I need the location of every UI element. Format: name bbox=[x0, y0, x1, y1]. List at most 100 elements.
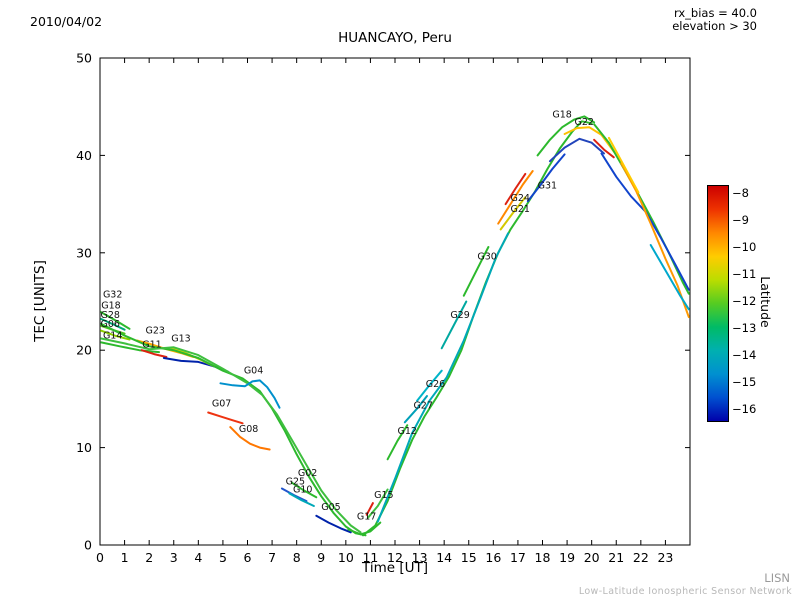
colorbar-tick-label: −11 bbox=[732, 267, 757, 282]
satellite-label: G12 bbox=[397, 426, 416, 437]
satellite-track-G12 bbox=[386, 424, 409, 461]
satellite-track-G15 bbox=[367, 488, 389, 519]
x-tick-label: 19 bbox=[559, 550, 575, 565]
x-tick-label: 6 bbox=[244, 550, 252, 565]
satellite-label: G05 bbox=[321, 502, 340, 513]
satellite-track-late-orange bbox=[620, 162, 690, 319]
y-tick-label: 50 bbox=[76, 51, 92, 66]
x-tick-label: 14 bbox=[436, 550, 452, 565]
satellite-track-G27 bbox=[403, 395, 428, 424]
satellite-track-late-red bbox=[593, 138, 615, 159]
satellite-track-G15-red bbox=[365, 502, 374, 516]
colorbar-tick-label: −8 bbox=[732, 186, 749, 201]
colorbar-axis-label: Latitude bbox=[758, 276, 773, 328]
x-tick-label: 3 bbox=[170, 550, 178, 565]
x-tick-label: 0 bbox=[96, 550, 104, 565]
satellite-track-G30 bbox=[462, 246, 490, 297]
x-axis-label: Time [UT] bbox=[362, 560, 428, 576]
y-axis-label: TEC [UNITS] bbox=[32, 260, 48, 342]
satellite-label: G21 bbox=[511, 204, 530, 215]
satellite-track-G26 bbox=[416, 369, 443, 402]
satellite-track-G14 bbox=[100, 341, 160, 354]
x-tick-label: 2 bbox=[145, 550, 153, 565]
receiver-info: rx_bias = 40.0 elevation > 30 bbox=[672, 7, 757, 33]
satellite-track-peak-blue bbox=[548, 137, 605, 163]
colorbar-tick-label: −14 bbox=[732, 348, 757, 363]
satellite-label: G14 bbox=[103, 331, 122, 342]
x-tick-label: 4 bbox=[194, 550, 202, 565]
satellite-label: G02 bbox=[298, 468, 317, 479]
satellite-label: G08 bbox=[239, 424, 258, 435]
network-name-text: Low-Latitude Ionospheric Sensor Network bbox=[578, 586, 792, 597]
colorbar-tick-label: −9 bbox=[732, 213, 749, 228]
x-tick-label: 13 bbox=[412, 550, 428, 565]
satellite-track-G07 bbox=[207, 411, 244, 425]
x-tick-label: 8 bbox=[293, 550, 301, 565]
satellite-label: G29 bbox=[450, 310, 469, 321]
satellite-track-G08 bbox=[229, 426, 271, 451]
satellite-label: G30 bbox=[477, 252, 496, 263]
satellite-track-G22 bbox=[563, 126, 615, 153]
x-tick-label: 7 bbox=[268, 550, 276, 565]
plot-title: HUANCAYO, Peru bbox=[338, 30, 452, 46]
satellite-label: G17 bbox=[357, 512, 376, 523]
plot-frame bbox=[99, 57, 691, 546]
satellite-track-G04 bbox=[219, 379, 281, 409]
satellite-label: G28 bbox=[100, 310, 119, 321]
x-tick-label: 20 bbox=[584, 550, 600, 565]
satellite-label: G31 bbox=[538, 181, 557, 192]
satellite-track-eve-red bbox=[504, 172, 527, 206]
satellite-label: G11 bbox=[142, 339, 161, 350]
satellite-label: G32 bbox=[103, 290, 122, 301]
satellite-track-ascent-teal bbox=[376, 232, 510, 523]
satellite-label: G23 bbox=[145, 326, 164, 337]
satellite-track-G18a bbox=[100, 318, 126, 331]
satellite-track-G02 bbox=[290, 481, 318, 499]
x-tick-label: 16 bbox=[485, 550, 501, 565]
y-tick-label: 40 bbox=[76, 148, 92, 163]
x-tick-label: 22 bbox=[633, 550, 649, 565]
x-tick-label: 18 bbox=[535, 550, 551, 565]
latitude-colorbar bbox=[707, 185, 729, 422]
satellite-track-G32 bbox=[100, 311, 131, 330]
x-tick-label: 9 bbox=[317, 550, 325, 565]
satellite-label: G10 bbox=[293, 484, 312, 495]
satellite-track-G24 bbox=[497, 170, 534, 225]
satellite-track-G29 bbox=[440, 300, 468, 350]
satellite-track-G21 bbox=[499, 196, 527, 231]
x-tick-label: 11 bbox=[362, 550, 378, 565]
satellite-track-G11 bbox=[140, 349, 168, 358]
x-tick-label: 10 bbox=[338, 550, 354, 565]
satellite-label: G26 bbox=[426, 379, 445, 390]
x-tick-label: 1 bbox=[121, 550, 129, 565]
x-tick-label: 12 bbox=[387, 550, 403, 565]
satellite-label: G27 bbox=[413, 401, 432, 412]
colorbar-tick-label: −16 bbox=[732, 402, 757, 417]
satellite-track-late-cyan bbox=[649, 244, 690, 311]
elevation-label: elevation > 30 bbox=[672, 19, 757, 33]
satellite-label: G18 bbox=[552, 109, 571, 120]
satellite-label: G22 bbox=[574, 117, 593, 128]
satellite-track-late-yellow bbox=[607, 136, 640, 194]
y-tick-label: 20 bbox=[76, 343, 92, 358]
y-tick-label: 30 bbox=[76, 245, 92, 260]
colorbar-tick-label: −15 bbox=[732, 375, 757, 390]
satellite-label: G25 bbox=[286, 477, 305, 488]
x-tick-label: 5 bbox=[219, 550, 227, 565]
x-tick-label: 23 bbox=[657, 550, 673, 565]
satellite-label: G04 bbox=[244, 366, 263, 377]
date-label: 2010/04/02 bbox=[30, 14, 103, 29]
satellite-label: G13 bbox=[171, 333, 190, 344]
y-tick-label: 10 bbox=[76, 440, 92, 455]
satellite-track-G05 bbox=[315, 514, 352, 534]
satellite-track-G06 bbox=[100, 329, 131, 341]
satellite-label: G24 bbox=[511, 193, 530, 204]
colorbar-tick-label: −10 bbox=[732, 240, 757, 255]
satellite-track-G31 bbox=[526, 153, 566, 203]
x-tick-label: 21 bbox=[608, 550, 624, 565]
rx-bias-label: rx_bias = 40.0 bbox=[673, 6, 757, 20]
x-tick-label: 15 bbox=[461, 550, 477, 565]
colorbar-tick-label: −13 bbox=[732, 321, 757, 336]
